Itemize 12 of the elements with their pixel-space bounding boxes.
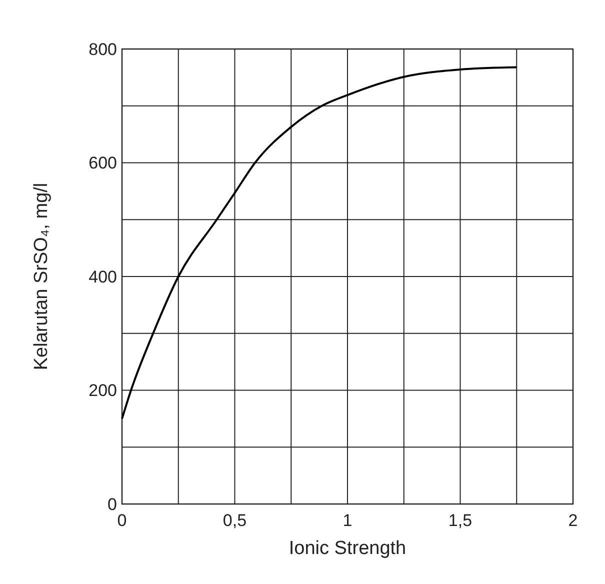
- y-tick-label: 800: [88, 40, 117, 59]
- y-tick-label: 0: [108, 494, 117, 514]
- x-tick-label: 1,5: [448, 511, 472, 530]
- x-tick-label: 1: [342, 511, 352, 530]
- x-tick-label: 2: [568, 511, 578, 530]
- y-tick-label: 600: [88, 154, 117, 173]
- y-axis-title: Kelarutan SrSO₄, mg/l: [31, 182, 52, 370]
- x-axis-title: Ionic Strength: [288, 538, 406, 559]
- line-series: [121, 66, 518, 420]
- y-tick-label: 200: [88, 381, 117, 400]
- x-tick-label: 0,5: [222, 511, 247, 530]
- y-tick-label: 400: [88, 267, 117, 286]
